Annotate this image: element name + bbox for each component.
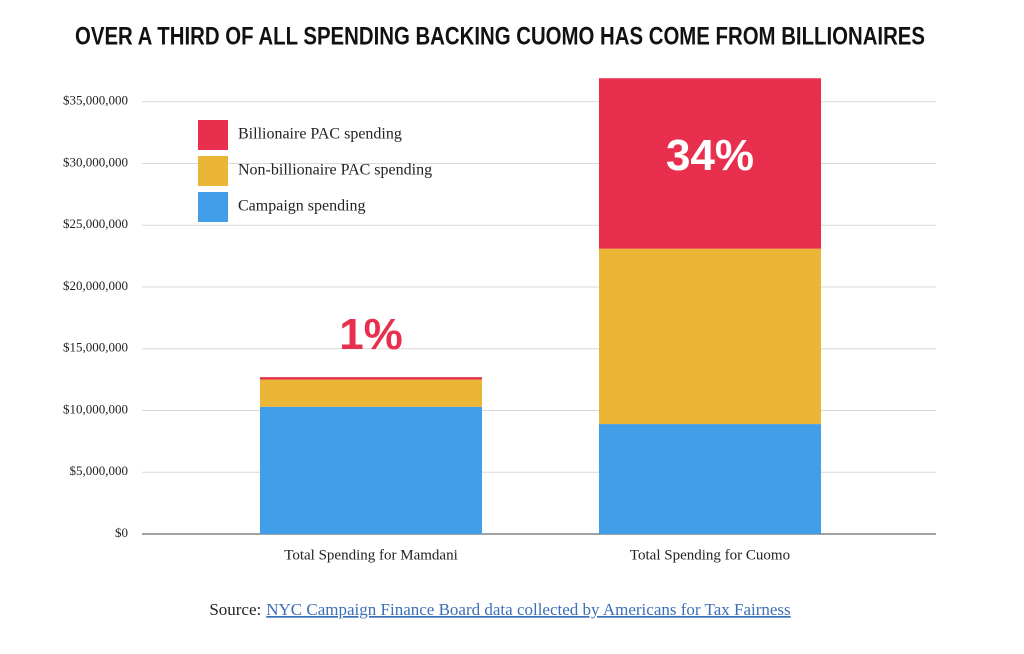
y-tick-label: $0 bbox=[115, 525, 128, 540]
y-tick-label: $35,000,000 bbox=[63, 93, 128, 108]
legend-swatch bbox=[198, 156, 228, 186]
bar-segment bbox=[260, 406, 482, 534]
legend-swatch bbox=[198, 192, 228, 222]
y-tick-label: $5,000,000 bbox=[70, 463, 129, 478]
legend-label: Non-billionaire PAC spending bbox=[238, 162, 432, 179]
bar-segment bbox=[599, 248, 821, 425]
annotation: 1% bbox=[339, 310, 403, 359]
source-prefix: Source: bbox=[209, 600, 261, 619]
source-note: Source: NYC Campaign Finance Board data c… bbox=[209, 600, 790, 619]
y-tick-label: $25,000,000 bbox=[63, 216, 128, 231]
x-tick-label: Total Spending for Cuomo bbox=[630, 547, 790, 563]
bar-segment bbox=[260, 377, 482, 380]
bar-segment bbox=[599, 424, 821, 534]
legend-swatch bbox=[198, 120, 228, 150]
x-tick-label: Total Spending for Mamdani bbox=[284, 547, 458, 563]
bar-segment bbox=[260, 379, 482, 407]
source-link[interactable]: NYC Campaign Finance Board data collecte… bbox=[266, 600, 790, 619]
y-tick-label: $10,000,000 bbox=[63, 401, 128, 416]
chart-title: OVER A THIRD OF ALL SPENDING BACKING CUO… bbox=[75, 23, 925, 51]
y-tick-label: $20,000,000 bbox=[63, 278, 128, 293]
bar-segment bbox=[599, 78, 821, 249]
legend-label: Campaign spending bbox=[238, 198, 366, 215]
y-tick-label: $15,000,000 bbox=[63, 340, 128, 355]
y-tick-label: $30,000,000 bbox=[63, 154, 128, 169]
annotation: 34% bbox=[666, 131, 754, 180]
legend-label: Billionaire PAC spending bbox=[238, 126, 402, 143]
